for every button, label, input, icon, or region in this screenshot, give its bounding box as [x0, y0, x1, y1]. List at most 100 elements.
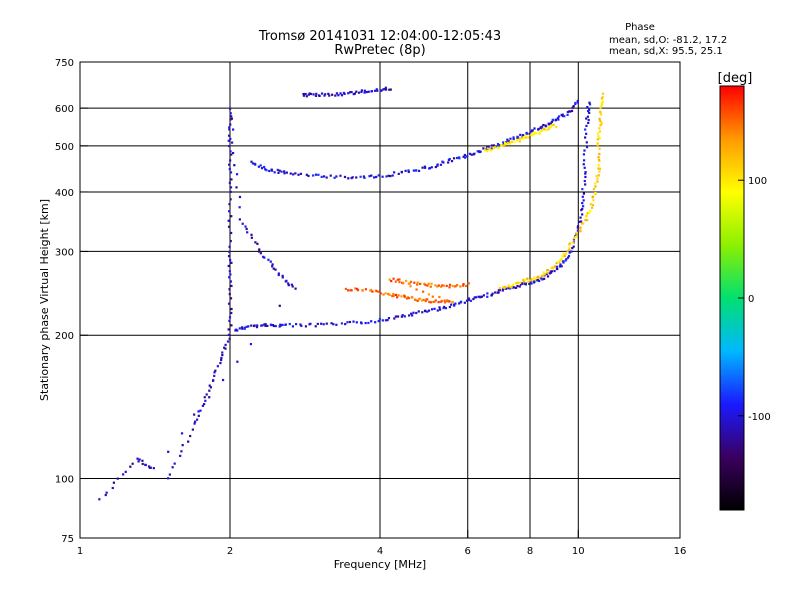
data-point	[368, 175, 371, 178]
data-point	[596, 142, 599, 145]
colorbar-tick-label: 100	[748, 176, 767, 187]
data-point	[350, 289, 353, 292]
y-tick-label: 400	[55, 188, 74, 199]
data-point	[554, 265, 557, 268]
data-point	[581, 207, 584, 211]
data-point	[195, 418, 199, 421]
data-point	[403, 315, 406, 318]
data-point	[257, 165, 260, 168]
data-point	[503, 287, 506, 290]
data-point	[464, 284, 468, 288]
data-point	[591, 195, 595, 198]
data-point	[318, 94, 321, 98]
data-point	[431, 295, 434, 298]
x-axis-label: Frequency [MHz]	[334, 558, 426, 571]
data-point	[335, 323, 338, 326]
data-point	[491, 292, 494, 295]
data-point	[394, 280, 397, 283]
data-point	[570, 250, 573, 253]
data-point	[486, 292, 489, 295]
data-point	[236, 329, 239, 332]
data-point	[388, 278, 391, 281]
data-point	[543, 273, 546, 276]
data-point	[422, 298, 425, 301]
data-point	[413, 298, 417, 301]
data-point	[429, 301, 432, 304]
data-point	[269, 260, 272, 263]
data-point	[226, 340, 230, 343]
data-point	[347, 92, 350, 95]
data-point	[516, 284, 519, 288]
data-point	[540, 274, 544, 278]
data-point	[168, 473, 171, 476]
data-point	[236, 360, 239, 363]
data-point	[141, 459, 144, 462]
data-point	[492, 146, 495, 149]
data-point	[223, 346, 226, 349]
data-point	[448, 286, 451, 289]
data-point	[230, 311, 233, 315]
data-point	[346, 321, 349, 324]
data-point	[531, 278, 534, 281]
data-point	[180, 450, 183, 453]
data-point	[458, 156, 461, 159]
data-point	[436, 163, 439, 166]
data-point	[272, 267, 275, 270]
data-point	[527, 280, 530, 283]
data-point	[249, 342, 253, 346]
data-point	[265, 169, 268, 172]
data-point	[229, 297, 233, 300]
data-point	[327, 92, 330, 95]
data-point	[563, 255, 566, 258]
data-point	[274, 268, 277, 271]
data-point	[229, 150, 232, 153]
data-point	[461, 284, 465, 287]
data-point	[357, 91, 361, 94]
data-point	[601, 101, 604, 104]
data-point	[340, 94, 344, 97]
data-point	[549, 126, 552, 129]
data-point	[524, 278, 527, 281]
data-point	[587, 109, 590, 113]
data-point	[487, 146, 490, 149]
data-point	[589, 209, 592, 212]
data-point	[490, 149, 493, 152]
data-point	[597, 164, 600, 167]
data-point	[335, 175, 338, 178]
data-point	[191, 428, 194, 431]
y-axis-ticks: 75 100 200 300 400 500 600 750	[55, 58, 88, 545]
data-point	[422, 290, 425, 293]
data-point	[284, 280, 287, 283]
data-point	[579, 216, 582, 219]
data-point	[490, 147, 493, 150]
data-point	[400, 315, 403, 318]
data-point	[486, 149, 489, 153]
data-point	[263, 323, 266, 326]
x-tick-label: 16	[674, 546, 687, 557]
data-point	[271, 265, 274, 268]
data-point	[438, 308, 442, 311]
data-point	[396, 278, 399, 281]
data-point	[501, 288, 505, 291]
data-point	[412, 311, 415, 314]
data-point	[431, 300, 435, 303]
data-point	[594, 185, 597, 188]
grid-lines	[80, 62, 680, 538]
data-point	[508, 287, 512, 290]
data-point	[497, 291, 500, 294]
data-point	[424, 310, 427, 313]
data-point	[568, 248, 571, 251]
data-point	[439, 163, 443, 166]
data-point	[596, 138, 599, 141]
data-point	[137, 460, 140, 463]
data-point	[447, 161, 450, 164]
data-point	[290, 283, 293, 286]
stats-header: Phase	[625, 22, 655, 33]
data-point	[417, 310, 420, 313]
data-point	[566, 256, 570, 259]
data-point	[550, 124, 554, 127]
data-point	[309, 322, 312, 325]
data-point	[229, 190, 232, 193]
data-point	[484, 149, 487, 152]
